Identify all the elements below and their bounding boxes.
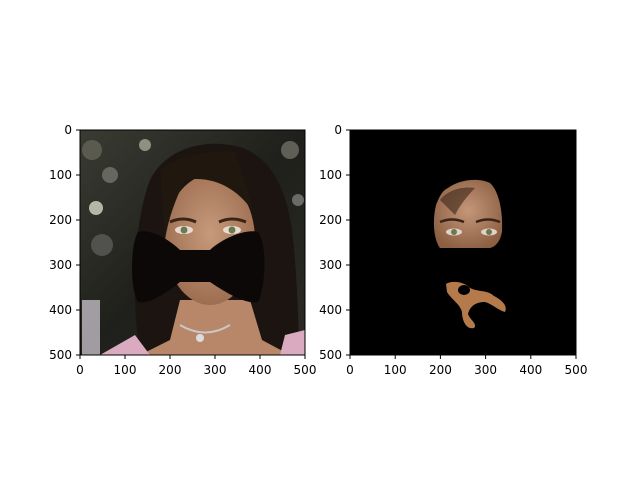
- y-tick-label: 400: [319, 303, 342, 317]
- x-tick-label: 300: [474, 363, 497, 377]
- right-panel-frame: [349, 129, 577, 356]
- left-y-axis: 0 100 200 300 400 500: [49, 123, 80, 362]
- y-tick-label: 100: [49, 168, 72, 182]
- x-tick-label: 100: [114, 363, 137, 377]
- y-tick-label: 500: [49, 348, 72, 362]
- x-tick-label: 0: [346, 363, 354, 377]
- x-tick-label: 200: [429, 363, 452, 377]
- y-tick-label: 500: [319, 348, 342, 362]
- x-tick-label: 500: [294, 363, 317, 377]
- y-tick-label: 300: [319, 258, 342, 272]
- y-tick-label: 0: [64, 123, 72, 137]
- y-tick-label: 200: [319, 213, 342, 227]
- y-tick-label: 400: [49, 303, 72, 317]
- right-image-panel: [350, 130, 576, 355]
- x-tick-label: 400: [519, 363, 542, 377]
- x-tick-label: 0: [76, 363, 84, 377]
- x-tick-label: 200: [159, 363, 182, 377]
- left-x-axis: 0 100 200 300 400 500: [76, 355, 316, 377]
- y-tick-label: 0: [334, 123, 342, 137]
- right-y-axis: 0 100 200 300 400 500: [319, 123, 350, 362]
- left-image-panel: [80, 130, 305, 355]
- left-panel-frame: [79, 129, 306, 356]
- x-tick-label: 400: [249, 363, 272, 377]
- y-tick-label: 200: [49, 213, 72, 227]
- right-x-axis: 0 100 200 300 400 500: [346, 355, 587, 377]
- y-tick-label: 300: [49, 258, 72, 272]
- x-tick-label: 100: [384, 363, 407, 377]
- x-tick-label: 500: [565, 363, 588, 377]
- y-tick-label: 100: [319, 168, 342, 182]
- x-tick-label: 300: [204, 363, 227, 377]
